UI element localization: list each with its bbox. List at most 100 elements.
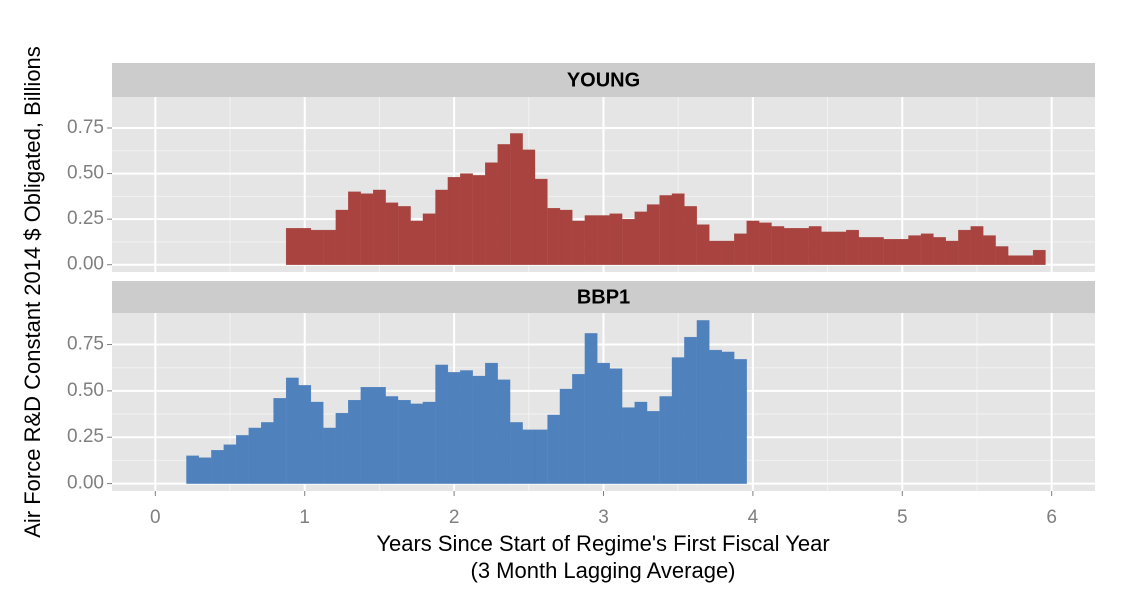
bar xyxy=(385,396,399,484)
strip xyxy=(112,281,1095,313)
bar xyxy=(646,204,660,265)
bar xyxy=(945,240,959,265)
bar xyxy=(186,455,200,484)
bar xyxy=(472,175,486,265)
bar xyxy=(659,396,673,484)
bar xyxy=(497,144,511,265)
bar xyxy=(622,407,635,484)
bar xyxy=(796,228,809,265)
bar xyxy=(609,213,623,265)
bar xyxy=(584,215,598,265)
bar xyxy=(236,435,249,484)
x-tick-label: 0 xyxy=(150,507,161,528)
bar xyxy=(410,220,424,265)
x-tick-label: 3 xyxy=(598,507,609,528)
bar xyxy=(696,320,710,484)
y-tick-label: 0.75 xyxy=(67,334,104,355)
bar xyxy=(510,422,523,484)
strip-label: BBP1 xyxy=(577,286,630,308)
bar xyxy=(821,231,834,265)
strip-label: YOUNG xyxy=(567,69,640,91)
bar xyxy=(709,349,722,484)
y-tick-label: 0.50 xyxy=(67,380,104,401)
bar xyxy=(783,228,797,265)
bar xyxy=(485,362,498,484)
bar xyxy=(895,239,909,265)
bar xyxy=(646,411,660,484)
bar xyxy=(734,359,747,484)
bar xyxy=(846,229,859,265)
bar xyxy=(298,228,312,265)
bar xyxy=(385,202,399,265)
bar xyxy=(435,189,449,265)
bar xyxy=(360,387,374,484)
bar xyxy=(522,149,536,265)
bar xyxy=(211,450,224,484)
bar xyxy=(398,206,411,265)
bar xyxy=(348,191,361,265)
bar xyxy=(422,213,436,265)
bar xyxy=(958,229,971,265)
bar xyxy=(398,399,411,484)
bar xyxy=(609,368,623,484)
bar xyxy=(597,215,610,265)
bar xyxy=(1020,255,1034,265)
bar xyxy=(373,189,386,265)
bar xyxy=(248,427,262,484)
bar xyxy=(622,218,635,265)
bar xyxy=(460,370,473,484)
bar xyxy=(721,351,735,484)
bar xyxy=(870,237,884,265)
bar xyxy=(522,429,536,484)
bar xyxy=(634,401,648,484)
bar xyxy=(285,228,299,265)
y-tick-label: 0.00 xyxy=(67,473,104,494)
bar xyxy=(497,379,511,484)
bar xyxy=(373,387,386,484)
bar xyxy=(298,385,312,484)
bar xyxy=(572,374,585,484)
bar xyxy=(808,226,822,265)
y-tick-label: 0.25 xyxy=(67,208,104,229)
bar xyxy=(908,235,922,265)
bar xyxy=(273,398,287,484)
bar xyxy=(435,364,449,484)
bar xyxy=(534,178,548,265)
bar xyxy=(734,233,747,265)
bar xyxy=(597,362,610,484)
bar xyxy=(534,429,548,484)
x-tick-label: 5 xyxy=(897,507,908,528)
bar xyxy=(348,399,361,484)
bar xyxy=(696,224,710,265)
bar xyxy=(833,231,847,265)
bar xyxy=(684,206,697,265)
bar xyxy=(709,240,722,265)
bar xyxy=(510,133,523,265)
x-tick-label: 4 xyxy=(748,507,759,528)
y-tick-label: 0.75 xyxy=(67,117,104,138)
bar xyxy=(584,333,598,484)
x-axis-label: Years Since Start of Regime's First Fisc… xyxy=(376,531,829,556)
bar xyxy=(659,195,673,265)
strip xyxy=(112,63,1095,97)
bar xyxy=(933,237,946,265)
bar xyxy=(684,336,697,484)
bar xyxy=(310,401,324,484)
bar xyxy=(198,457,212,484)
bar xyxy=(671,357,685,484)
bar xyxy=(447,372,461,484)
bar xyxy=(447,177,461,265)
bar xyxy=(970,226,984,265)
x-tick-label: 1 xyxy=(299,507,310,528)
bar xyxy=(285,377,299,484)
y-axis-label: Air Force R&D Constant 2014 $ Obligated,… xyxy=(20,46,45,538)
bar xyxy=(460,173,473,265)
bar xyxy=(983,235,996,265)
y-tick-label: 0.25 xyxy=(67,426,104,447)
bar xyxy=(771,226,785,265)
bar xyxy=(883,239,897,265)
bar xyxy=(323,229,337,265)
bar xyxy=(360,193,374,265)
bar xyxy=(746,220,760,265)
